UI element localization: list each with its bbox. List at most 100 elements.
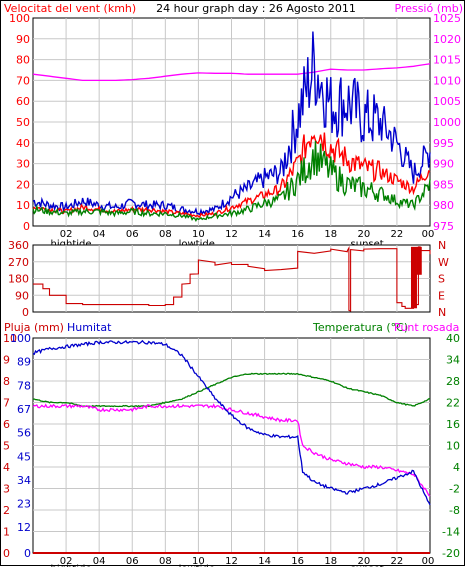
humidity-tick-label: 56 (17, 427, 31, 440)
pressure-tick-label: 1020 (433, 33, 461, 46)
pressure-tick-label: 995 (433, 137, 454, 150)
temperature-tick-label: -2 (449, 483, 460, 496)
x-tick-label: 02 (60, 229, 73, 240)
compass-label: N (438, 239, 446, 252)
pressure-tick-label: 1000 (433, 116, 461, 129)
x-tick-label: 22 (391, 229, 404, 240)
temperature-tick-label: 40 (446, 332, 460, 345)
wind-tick-label: 20 (16, 178, 30, 191)
rain-tick-label: 0 (3, 547, 10, 560)
series-avg-line (32, 140, 431, 222)
rain-tick-label: 4 (3, 461, 10, 474)
direction-tick-label: 180 (8, 273, 29, 286)
x-tick-label: 16 (291, 556, 304, 567)
x-tick-label: 00 (422, 556, 435, 567)
dewpoint-axis-title: Punt rosada (394, 321, 459, 334)
temperature-tick-label: -14 (442, 526, 460, 539)
humidity-tick-label: 89 (17, 356, 31, 369)
pressure-tick-label: 985 (433, 178, 454, 191)
compass-label: N (438, 306, 446, 319)
compass-label: S (438, 273, 445, 286)
compass-label: W (438, 256, 449, 269)
humidity-tick-label: 34 (17, 474, 31, 487)
rain-axis-title: Pluja (mm) (4, 321, 64, 334)
humidity-tick-label: 23 (17, 498, 31, 511)
wind-tick-label: 30 (16, 158, 30, 171)
humidity-tick-label: 0 (24, 547, 31, 560)
x-tick-label: 14 (258, 229, 271, 240)
wind-tick-label: 0 (23, 220, 30, 233)
rain-tick-label: 3 (3, 483, 10, 496)
direction-tick-label: 270 (8, 256, 29, 269)
series-humidity-line (32, 339, 431, 506)
series-dewpoint-line (32, 403, 431, 497)
temperature-axis-title: Temperatura (°C) (312, 321, 408, 334)
wind-tick-label: 50 (16, 116, 30, 129)
x-tick-label: 00 (422, 229, 435, 240)
x-tick-label: 20 (357, 556, 370, 567)
temperature-tick-label: 28 (446, 375, 460, 388)
x-tick-label: 06 (126, 556, 139, 567)
pressure-tick-label: 975 (433, 220, 454, 233)
direction-tick-label: 360 (8, 239, 29, 252)
temperature-tick-label: 4 (453, 461, 460, 474)
rain-tick-label: 8 (3, 375, 10, 388)
chart-title: 24 hour graph day : 26 Agosto 2011 (156, 2, 356, 15)
humidity-tick-label: 45 (17, 450, 31, 463)
rain-tick-label: 7 (3, 397, 10, 410)
rain-tick-label: 5 (3, 440, 10, 453)
wind-tick-label: 100 (9, 12, 30, 25)
rain-humidity-temperature-panel: 01234567891001223344556677889100-20-14-8… (3, 332, 460, 567)
humidity-tick-label: 12 (17, 521, 31, 534)
temperature-tick-label: -8 (449, 504, 460, 517)
direction-bar (416, 246, 422, 275)
humidity-tick-label: 78 (17, 379, 31, 392)
humidity-tick-label: 67 (17, 403, 31, 416)
series-wind-line (32, 132, 431, 218)
x-tick-label: 08 (159, 229, 172, 240)
x-tick-label: 02 (60, 556, 73, 567)
rain-tick-label: 2 (3, 504, 10, 517)
pressure-tick-label: 1005 (433, 95, 461, 108)
x-tick-label: 16 (291, 229, 304, 240)
direction-tick-label: 90 (15, 289, 29, 302)
series-pressure-line (32, 63, 431, 82)
series-temperature-line (32, 372, 431, 408)
x-tick-label: 18 (324, 556, 337, 567)
wind-tick-label: 80 (16, 54, 30, 67)
pressure-tick-label: 1025 (433, 12, 461, 25)
x-tick-label: 08 (159, 556, 172, 567)
compass-label: E (438, 289, 445, 302)
wind-tick-label: 40 (16, 137, 30, 150)
direction-tick-label: 0 (22, 306, 29, 319)
humidity-axis-title: Humitat (67, 321, 112, 334)
x-tick-label: 14 (258, 556, 271, 567)
pressure-tick-label: 1015 (433, 54, 461, 67)
rain-tick-label: 1 (3, 526, 10, 539)
x-tick-label: 12 (225, 229, 238, 240)
x-tick-label: 22 (391, 556, 404, 567)
pressure-tick-label: 980 (433, 199, 454, 212)
temperature-tick-label: 10 (446, 440, 460, 453)
wind-tick-label: 10 (16, 199, 30, 212)
x-tick-label: 18 (324, 229, 337, 240)
wind-pressure-panel: 0102030405060708090100975980985990995100… (9, 12, 461, 250)
temperature-tick-label: 34 (446, 354, 460, 367)
wind-axis-title: Velocitat del vent (kmh) (4, 2, 136, 15)
x-tick-label: 06 (126, 229, 139, 240)
direction-bar (410, 246, 417, 309)
pressure-tick-label: 1010 (433, 74, 461, 87)
rain-tick-label: 9 (3, 354, 10, 367)
temperature-tick-label: -20 (442, 547, 460, 560)
x-tick-label: 04 (93, 556, 106, 567)
wind-tick-label: 70 (16, 74, 30, 87)
wind-tick-label: 60 (16, 95, 30, 108)
x-tick-label: 04 (93, 229, 106, 240)
x-tick-label: 10 (192, 556, 205, 567)
rain-tick-label: 6 (3, 418, 10, 431)
pressure-axis-title: Pressió (mb) (394, 2, 463, 15)
temperature-tick-label: 22 (446, 397, 460, 410)
